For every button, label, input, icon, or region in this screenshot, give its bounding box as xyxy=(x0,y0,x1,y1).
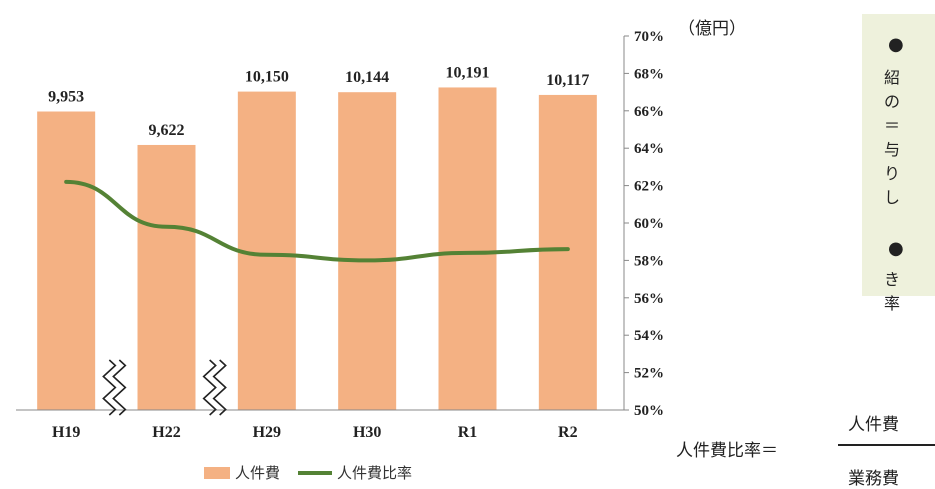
legend-label-bar: 人件費 xyxy=(235,462,280,483)
bar-H30 xyxy=(338,92,396,410)
y-tick-label-70%: 70% xyxy=(634,29,664,45)
note-text-1-line-4: 与 xyxy=(884,138,900,162)
axis-break-H19-a xyxy=(103,360,115,415)
bar-label-H30: 10,144 xyxy=(345,69,389,86)
note-bullet-1: ● xyxy=(888,34,904,55)
formula-fraction-bar xyxy=(838,444,935,446)
bar-label-H29: 10,150 xyxy=(245,69,289,86)
x-tick-label-H29: H29 xyxy=(253,424,281,441)
y-tick-label-60%: 60% xyxy=(634,216,664,232)
axis-break-H22-a xyxy=(204,360,216,415)
legend-label-line: 人件費比率 xyxy=(337,462,412,483)
y-tick-label-52%: 52% xyxy=(634,366,664,382)
legend-item-bar: 人件費 xyxy=(204,462,280,483)
y-tick-label-68%: 68% xyxy=(634,66,664,82)
formula-numerator: 人件費 xyxy=(848,410,899,435)
formula-lhs: 人件費比率＝ xyxy=(676,436,778,461)
bar-R2 xyxy=(539,95,597,410)
bar-label-R1: 10,191 xyxy=(446,64,490,81)
bar-label-R2: 10,117 xyxy=(546,72,589,89)
bar-R1 xyxy=(439,87,497,410)
x-tick-label-H22: H22 xyxy=(152,424,180,441)
y-tick-label-66%: 66% xyxy=(634,104,664,120)
note-text-1-line-6: し xyxy=(884,186,900,210)
note-bullet-2: ● xyxy=(888,238,904,259)
y-tick-label-54%: 54% xyxy=(634,328,664,344)
y-tick-label-62%: 62% xyxy=(634,179,664,195)
x-tick-label-H30: H30 xyxy=(353,424,381,441)
x-tick-label-R2: R2 xyxy=(558,424,578,441)
legend-swatch-bar xyxy=(204,467,230,479)
y-tick-label-50%: 50% xyxy=(634,403,664,419)
bar-H19 xyxy=(37,112,95,410)
legend-item-line: 人件費比率 xyxy=(298,462,412,483)
formula-denominator: 業務費 xyxy=(848,464,899,489)
x-tick-label-H19: H19 xyxy=(52,424,80,441)
x-tick-label-R1: R1 xyxy=(458,424,478,441)
note-text-1-line-1: 紹 xyxy=(884,66,900,90)
legend-swatch-line xyxy=(298,471,332,475)
bar-label-H22: 9,622 xyxy=(149,122,185,139)
y-tick-label-56%: 56% xyxy=(634,291,664,307)
y-axis-unit-label: （億円） xyxy=(678,19,746,39)
note-text-1-line-3: ＝ xyxy=(884,114,900,138)
note-text-1-line-2: の xyxy=(884,90,900,114)
note-text-1-line-5: り xyxy=(884,162,900,186)
note-text-2-line-2: 率 xyxy=(884,292,900,316)
bar-label-H19: 9,953 xyxy=(48,89,84,106)
chart-legend: 人件費 人件費比率 xyxy=(204,462,430,483)
note-text-2-line-1: き xyxy=(884,268,900,292)
bar-H29 xyxy=(238,92,296,410)
y-tick-label-64%: 64% xyxy=(634,141,664,157)
y-tick-label-58%: 58% xyxy=(634,253,664,269)
bar-H22 xyxy=(138,145,196,410)
